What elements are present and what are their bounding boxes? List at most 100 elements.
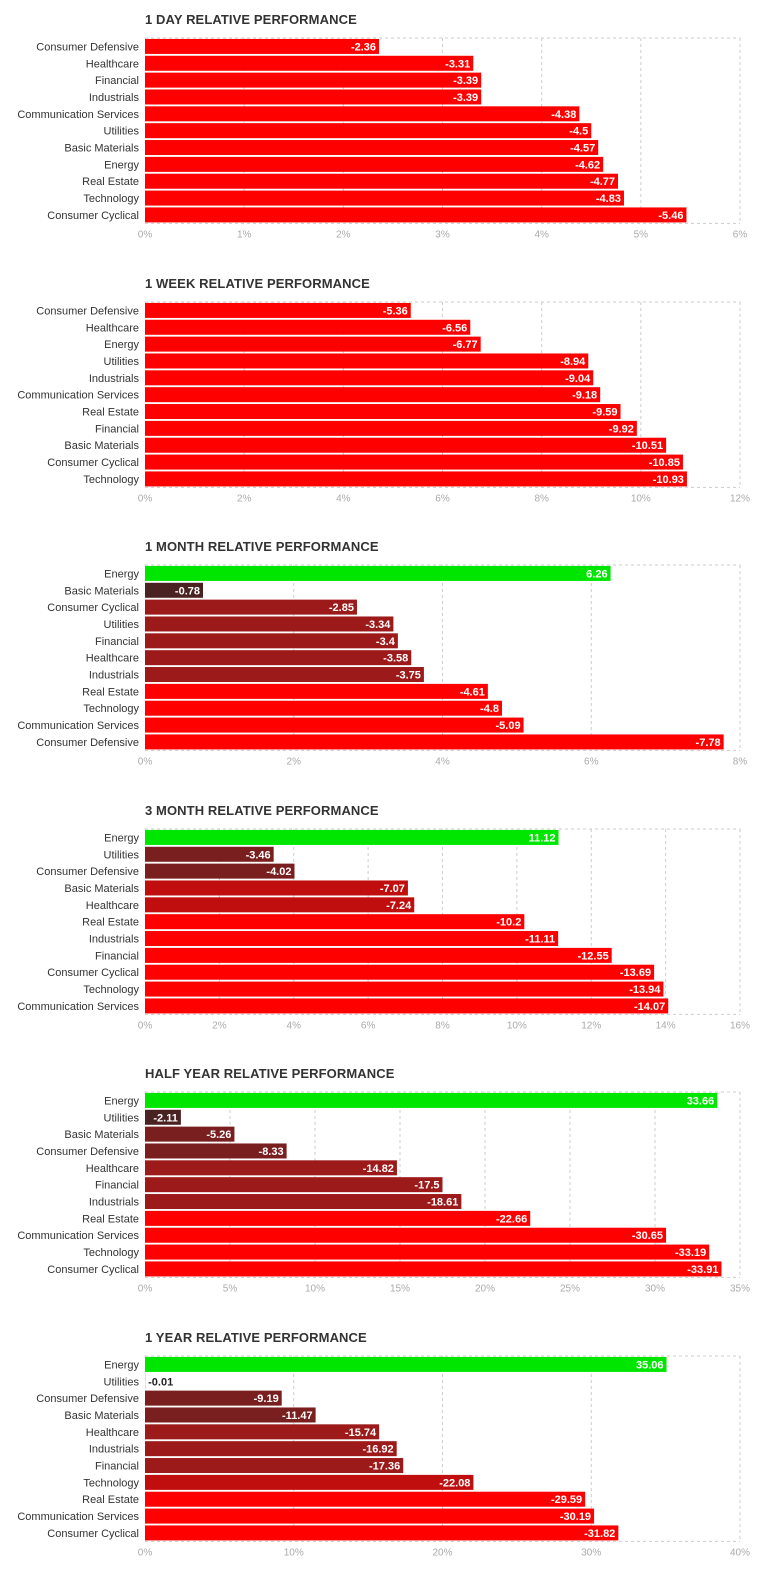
bar[interactable] (145, 437, 667, 453)
chart-title: 3 MONTH RELATIVE PERFORMANCE (145, 802, 379, 818)
bar[interactable] (145, 964, 655, 980)
value-label: -16.92 (362, 1444, 393, 1456)
bar[interactable] (145, 1110, 181, 1126)
bar[interactable] (145, 403, 621, 419)
bar[interactable] (145, 1390, 282, 1406)
bar[interactable] (145, 471, 687, 487)
x-tick-label: 10% (284, 1547, 304, 1558)
category-label: Financial (95, 950, 139, 962)
x-tick-label: 4% (336, 493, 351, 504)
bar[interactable] (145, 880, 408, 896)
bar[interactable] (145, 633, 398, 649)
bar[interactable] (145, 1211, 531, 1227)
bar[interactable] (145, 616, 394, 632)
value-label: -7.78 (696, 737, 721, 749)
bar[interactable] (145, 913, 525, 929)
bar[interactable] (145, 667, 424, 683)
bar[interactable] (145, 1508, 595, 1524)
value-label: -0.78 (175, 585, 200, 597)
chart-title: 1 DAY RELATIVE PERFORMANCE (145, 12, 357, 27)
category-label: Industrials (89, 372, 140, 384)
category-label: Healthcare (86, 653, 139, 665)
bar[interactable] (145, 319, 471, 335)
category-label: Utilities (104, 1376, 140, 1388)
bar[interactable] (145, 1093, 718, 1109)
bar[interactable] (145, 1194, 462, 1210)
bar[interactable] (145, 734, 724, 750)
bar[interactable] (145, 123, 592, 139)
category-label: Utilities (104, 619, 140, 631)
bar[interactable] (145, 369, 594, 385)
bar[interactable] (145, 454, 683, 470)
value-label: -3.75 (396, 670, 421, 682)
x-tick-label: 4% (287, 1020, 302, 1031)
bar[interactable] (145, 863, 295, 879)
bar[interactable] (145, 106, 580, 122)
value-label: -29.59 (551, 1494, 582, 1506)
bar[interactable] (145, 140, 599, 156)
bar[interactable] (145, 302, 411, 318)
bar[interactable] (145, 1160, 397, 1176)
bar[interactable] (145, 38, 380, 54)
bar[interactable] (145, 650, 412, 666)
bar[interactable] (145, 684, 488, 700)
bar[interactable] (145, 1525, 619, 1541)
bar[interactable] (145, 207, 687, 223)
bar[interactable] (145, 1407, 316, 1423)
bar[interactable] (145, 998, 669, 1014)
bar[interactable] (145, 173, 619, 189)
bar[interactable] (145, 846, 274, 862)
bar[interactable] (145, 1228, 667, 1244)
category-label: Consumer Defensive (36, 305, 139, 317)
category-label: Financial (95, 636, 139, 648)
category-label: Consumer Defensive (36, 866, 139, 878)
bar[interactable] (145, 829, 559, 845)
value-label: -17.36 (369, 1461, 400, 1473)
x-tick-label: 0% (138, 493, 153, 504)
category-label: Communication Services (17, 1231, 139, 1243)
bar[interactable] (145, 981, 664, 997)
bar[interactable] (145, 55, 474, 71)
value-label: -4.77 (590, 176, 615, 188)
value-label: -2.11 (153, 1113, 177, 1125)
bar[interactable] (145, 1244, 710, 1260)
bar[interactable] (145, 1356, 667, 1372)
bar[interactable] (145, 1491, 586, 1507)
bar[interactable] (145, 386, 601, 402)
bar[interactable] (145, 1441, 397, 1457)
bar[interactable] (145, 599, 357, 615)
x-tick-label: 8% (733, 757, 748, 768)
value-label: -4.5 (569, 126, 588, 138)
bar[interactable] (145, 1177, 443, 1193)
bar[interactable] (145, 1474, 474, 1490)
x-tick-label: 40% (730, 1547, 750, 1558)
bar[interactable] (145, 1127, 235, 1143)
value-label: -3.58 (383, 653, 408, 665)
bar[interactable] (145, 72, 482, 88)
bar[interactable] (145, 700, 502, 716)
bar[interactable] (145, 1143, 287, 1159)
bar[interactable] (145, 930, 559, 946)
value-label: -3.31 (445, 58, 470, 70)
chart-title: HALF YEAR RELATIVE PERFORMANCE (145, 1066, 395, 1082)
bar[interactable] (145, 336, 481, 352)
bar[interactable] (145, 353, 589, 369)
category-label: Financial (95, 423, 139, 435)
bar[interactable] (145, 582, 204, 598)
bar[interactable] (145, 897, 415, 913)
bar[interactable] (145, 566, 611, 582)
bar[interactable] (145, 156, 604, 172)
bar[interactable] (145, 717, 524, 733)
bar[interactable] (145, 89, 482, 105)
bar[interactable] (145, 1261, 722, 1277)
bar[interactable] (145, 947, 612, 963)
category-label: Consumer Defensive (36, 41, 139, 53)
x-tick-label: 12% (581, 1020, 601, 1031)
bar[interactable] (145, 190, 624, 206)
bar[interactable] (145, 1458, 404, 1474)
bar[interactable] (145, 1424, 380, 1440)
value-label: -4.62 (575, 159, 600, 171)
value-label: -5.46 (658, 210, 683, 222)
bar[interactable] (145, 420, 637, 436)
category-label: Consumer Cyclical (47, 210, 139, 222)
